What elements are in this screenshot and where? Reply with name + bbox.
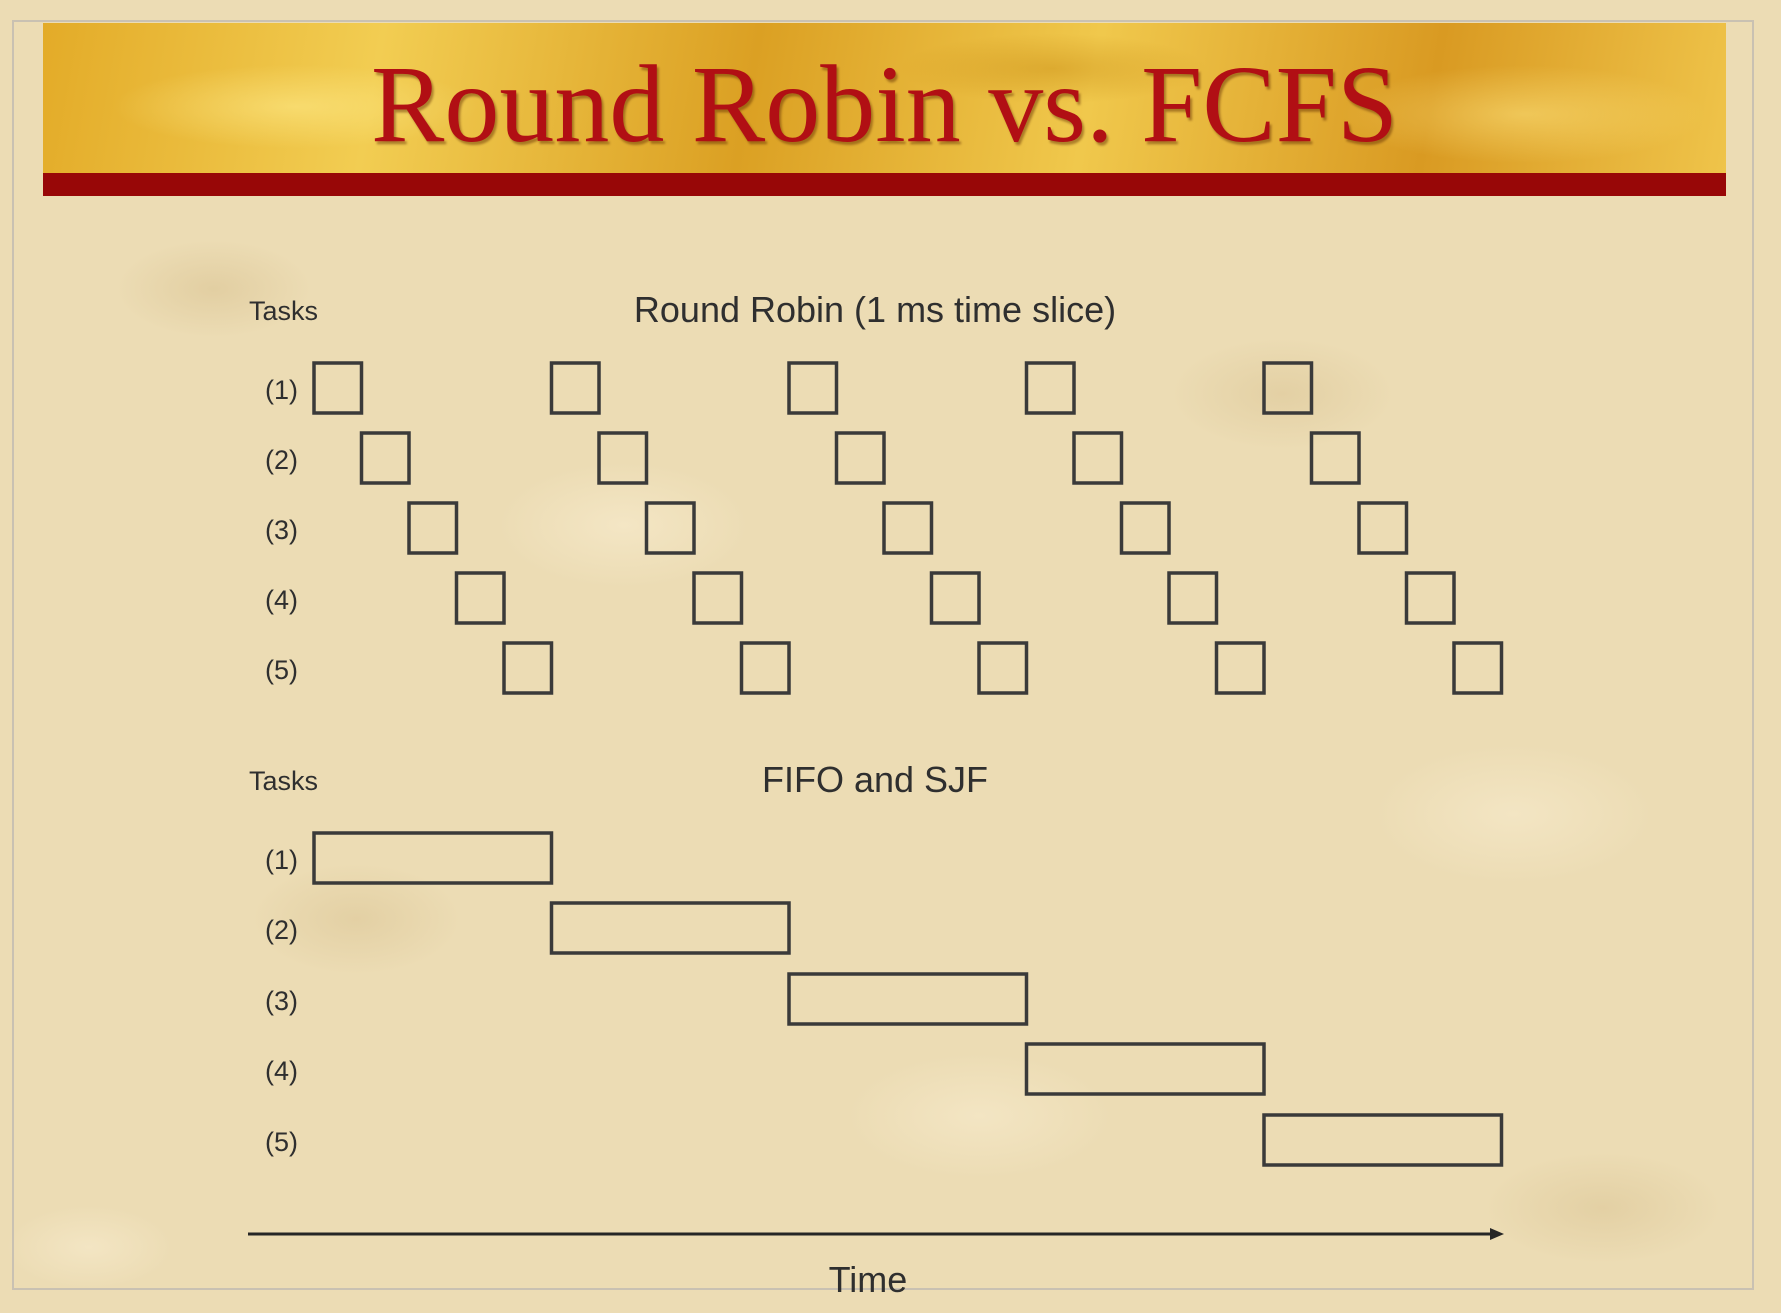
rr-slice-box xyxy=(739,641,791,695)
fifo-sjf-section: Tasks FIFO and SJF (1) (2) (3) (4) (5) xyxy=(249,759,1504,1167)
title-banner: Round Robin vs. FCFS xyxy=(43,23,1726,175)
fifo-heading: FIFO and SJF xyxy=(762,759,988,800)
fifo-task-bar xyxy=(787,972,1029,1026)
rr-slice-box xyxy=(312,361,364,415)
rr-task-label: (2) xyxy=(265,445,298,475)
round-robin-section: Tasks Round Robin (1 ms time slice) (1)(… xyxy=(249,289,1504,695)
rr-slice-box xyxy=(1309,431,1361,485)
rr-slice-box xyxy=(882,501,934,555)
fifo-tasks-label: Tasks xyxy=(249,766,318,796)
rr-slice-box xyxy=(1404,571,1456,625)
rr-slice-box xyxy=(549,361,601,415)
rr-slice-box xyxy=(1119,501,1171,555)
time-axis-label: Time xyxy=(829,1259,908,1300)
rr-task-label: (4) xyxy=(265,585,298,615)
rr-slice-box xyxy=(692,571,744,625)
fifo-task-bar xyxy=(1262,1113,1504,1167)
rr-tasks-label: Tasks xyxy=(249,296,318,326)
rr-slice-box xyxy=(929,571,981,625)
rr-time-slices xyxy=(312,361,1504,695)
fifo-task-label: (1) xyxy=(265,845,298,875)
fifo-task-label: (2) xyxy=(265,915,298,945)
title-banner-underline xyxy=(43,173,1726,196)
rr-heading: Round Robin (1 ms time slice) xyxy=(634,289,1116,330)
rr-slice-box xyxy=(502,641,554,695)
slide-frame xyxy=(12,20,1754,1290)
time-axis-arrowhead xyxy=(1490,1228,1504,1240)
rr-slice-box xyxy=(977,641,1029,695)
rr-slice-box xyxy=(407,501,459,555)
rr-slice-box xyxy=(1024,361,1076,415)
rr-task-label: (3) xyxy=(265,515,298,545)
rr-slice-box xyxy=(1262,361,1314,415)
rr-task-label: (1) xyxy=(265,375,298,405)
rr-task-label: (5) xyxy=(265,655,298,685)
rr-slice-box xyxy=(359,431,411,485)
rr-slice-box xyxy=(1072,431,1124,485)
rr-slice-box xyxy=(787,361,839,415)
rr-slice-box xyxy=(1214,641,1266,695)
rr-slice-box xyxy=(1357,501,1409,555)
rr-slice-box xyxy=(1452,641,1504,695)
rr-slice-box xyxy=(644,501,696,555)
rr-slice-box xyxy=(454,571,506,625)
fifo-task-label: (5) xyxy=(265,1127,298,1157)
time-axis: Time xyxy=(248,1228,1504,1300)
fifo-task-label: (3) xyxy=(265,986,298,1016)
rr-slice-box xyxy=(597,431,649,485)
slide-title: Round Robin vs. FCFS xyxy=(370,43,1398,165)
fifo-task-bar xyxy=(312,831,554,885)
rr-task-labels: (1) (2) (3) (4) (5) xyxy=(265,375,298,685)
fifo-task-bar xyxy=(1024,1042,1266,1096)
fifo-task-bar xyxy=(549,901,791,955)
rr-slice-box xyxy=(1167,571,1219,625)
fifo-task-label: (4) xyxy=(265,1056,298,1086)
fifo-task-bars xyxy=(312,831,1504,1167)
fifo-task-labels: (1) (2) (3) (4) (5) xyxy=(265,845,298,1157)
rr-slice-box xyxy=(834,431,886,485)
